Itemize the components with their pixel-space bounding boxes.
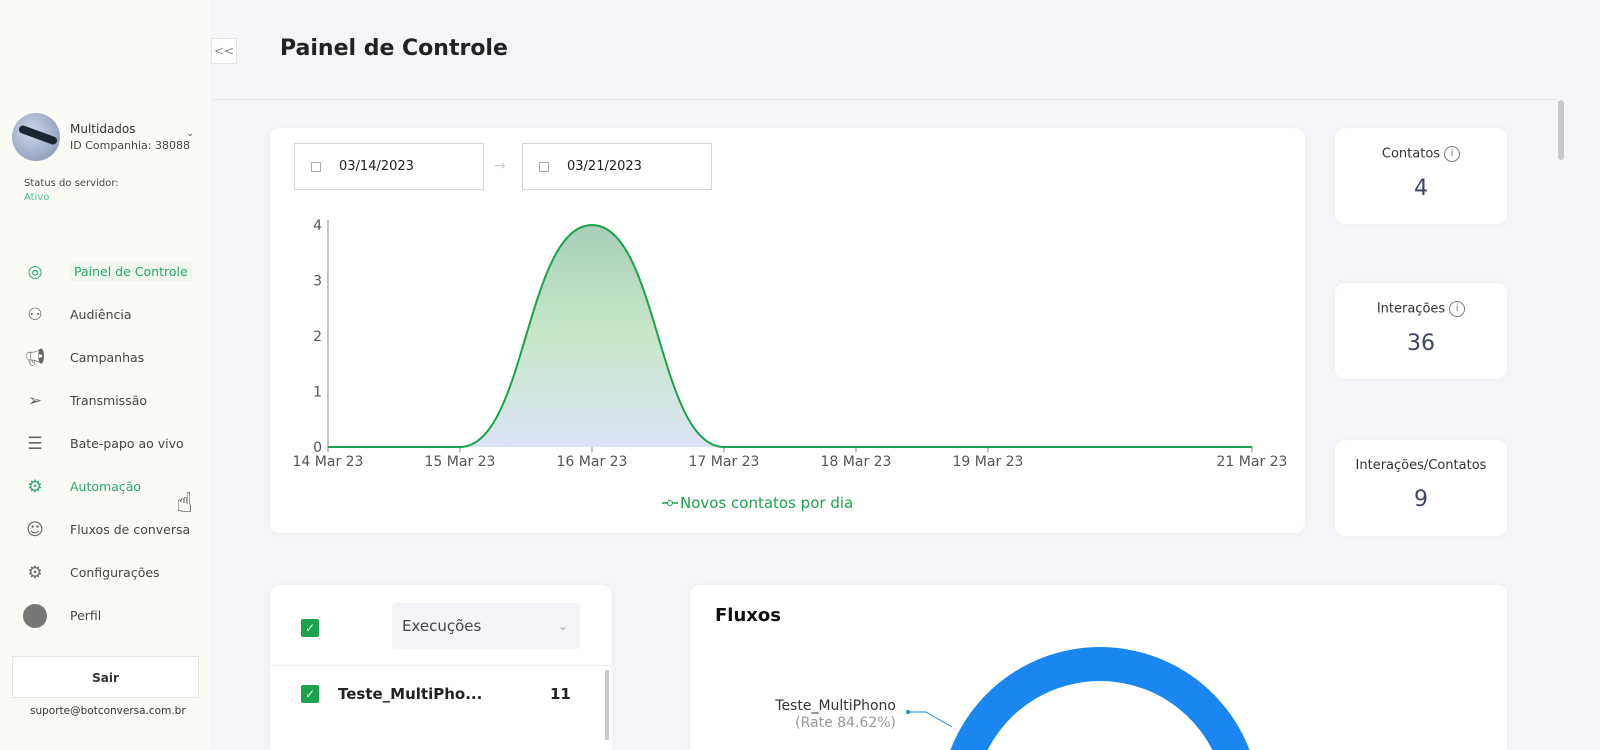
- stat-interacoes-contatos: Interações/Contatos 9: [1335, 440, 1507, 536]
- donut-label: Teste_MultiPhono: [774, 698, 896, 714]
- y-tick-label: 3: [313, 274, 322, 290]
- list-scrollbar[interactable]: [605, 670, 609, 740]
- server-status: Status do servidor: Ativo: [24, 178, 119, 203]
- x-tick-label: 14 Mar 23: [293, 454, 364, 470]
- gear-icon: ⚙: [27, 562, 43, 583]
- stat-contatos: Contatos i 4: [1335, 128, 1507, 224]
- calendar-icon: [539, 161, 549, 172]
- stat-value: 36: [1407, 331, 1435, 356]
- select-all-checkbox[interactable]: ✓: [301, 619, 319, 637]
- sidebar-item-automacao[interactable]: ⚙ Automação: [0, 465, 210, 508]
- row-name: Teste_MultiPho...: [338, 685, 483, 703]
- company-name: Multidados: [70, 122, 136, 136]
- x-tick-label: 18 Mar 23: [821, 454, 892, 470]
- sidebar-item-campanhas[interactable]: 📢︎ Campanhas: [0, 336, 210, 379]
- new-contacts-chart: 0 1 2 3 4 14 Mar 23 15 Mar 23 16 Mar 23 17 Mar 2…: [293, 218, 1288, 512]
- end-date-value: 03/21/2023: [567, 159, 642, 174]
- gauge-icon: ◎: [27, 261, 43, 282]
- chat-icon: ☰: [27, 433, 43, 454]
- sidebar: Multidados ID Companhia: 38088 ⌄ Status …: [0, 0, 210, 750]
- stat-label: Contatos: [1381, 146, 1441, 162]
- stat-interacoes: Interações i 36: [1335, 283, 1507, 379]
- user-avatar-icon: [22, 603, 48, 628]
- legend-label: Novos contatos por dia: [680, 494, 853, 512]
- legend-marker: [662, 500, 678, 506]
- sidebar-item-transmissao[interactable]: ➢ Transmissão: [0, 379, 210, 422]
- sidebar-item-label: Bate-papo ao vivo: [70, 436, 184, 451]
- series-area: [328, 225, 1252, 447]
- hand-cursor: ☝: [176, 486, 194, 519]
- x-tick-label: 15 Mar 23: [425, 454, 496, 470]
- sidebar-item-fluxos[interactable]: ☺ Fluxos de conversa: [0, 508, 210, 551]
- chevron-down-icon: ⌄: [557, 619, 568, 633]
- start-date-input[interactable]: 03/14/2023: [294, 143, 484, 190]
- sidebar-item-audiencia[interactable]: ⚇ Audiência: [0, 293, 210, 336]
- sidebar-item-perfil[interactable]: Perfil: [0, 594, 210, 637]
- arrow-right-icon: →: [494, 158, 506, 174]
- nav-menu: ◎ Painel de Controle ⚇ Audiência 📢︎ Campanh…: [0, 250, 210, 637]
- x-tick-label: 21 Mar 23: [1217, 454, 1288, 470]
- donut-rate: (Rate 84.62%): [795, 715, 896, 731]
- sidebar-item-label: Campanhas: [70, 350, 145, 365]
- status-value: Ativo: [24, 192, 50, 203]
- gears-icon: ⚙: [27, 476, 43, 497]
- stat-label: Interações: [1376, 301, 1446, 317]
- sidebar-item-painel[interactable]: ◎ Painel de Controle: [0, 250, 210, 293]
- x-tick-label: 16 Mar 23: [557, 454, 628, 470]
- fluxos-title: Fluxos: [715, 605, 781, 626]
- start-date-value: 03/14/2023: [339, 159, 414, 174]
- dropdown-value: Execuções: [402, 617, 482, 635]
- row-value: 11: [550, 685, 571, 703]
- fluxos-donut: Teste_MultiPhono (Rate 84.62%): [774, 647, 1250, 750]
- series-line: [328, 223, 1252, 449]
- donut-label-leader: [908, 711, 953, 728]
- collapse-sidebar-button[interactable]: <<: [211, 38, 237, 64]
- bot-icon: ☺: [26, 519, 44, 540]
- sidebar-item-label: Configurações: [70, 565, 160, 580]
- scrollbar[interactable]: [1558, 100, 1564, 160]
- x-tick-label: 19 Mar 23: [953, 454, 1024, 470]
- sidebar-item-label: Transmissão: [70, 393, 148, 408]
- y-tick-label: 1: [313, 385, 322, 401]
- row-checkbox[interactable]: ✓: [301, 685, 319, 703]
- logout-button[interactable]: Sair: [12, 656, 199, 698]
- company-switcher[interactable]: Multidados ID Companhia: 38088: [12, 113, 190, 161]
- sidebar-item-bate-papo[interactable]: ☰ Bate-papo ao vivo: [0, 422, 210, 465]
- sidebar-item-label: Fluxos de conversa: [70, 522, 191, 537]
- chevron-down-icon[interactable]: ⌄: [186, 128, 195, 139]
- leader-dot: [906, 710, 910, 714]
- divider: [212, 99, 1557, 100]
- end-date-input[interactable]: 03/21/2023: [522, 143, 712, 190]
- y-tick-label: 2: [313, 329, 322, 345]
- x-tick-label: 17 Mar 23: [689, 454, 760, 470]
- chart-card: [270, 128, 1305, 533]
- y-tick-label: 0: [313, 440, 322, 456]
- calendar-icon: [311, 161, 321, 172]
- sidebar-item-configuracoes[interactable]: ⚙ Configurações: [0, 551, 210, 594]
- info-icon[interactable]: i: [1444, 146, 1461, 162]
- executions-card: ✓ Execuções ⌄ ✓ Teste_MultiPho... 11: [270, 585, 612, 750]
- donut-slice[interactable]: [950, 647, 1250, 750]
- company-logo: [12, 113, 60, 161]
- fluxos-card: Fluxos Teste_MultiPhono (Rate 84.62%): [690, 585, 1507, 750]
- company-id: ID Companhia: 38088: [70, 139, 190, 152]
- sidebar-item-label: Perfil: [70, 608, 102, 623]
- users-icon: ⚇: [27, 304, 43, 325]
- status-label: Status do servidor:: [24, 178, 119, 189]
- stat-value: 9: [1414, 487, 1428, 512]
- send-icon: ➢: [27, 390, 43, 411]
- info-icon[interactable]: i: [1449, 301, 1466, 317]
- sidebar-item-label: Painel de Controle: [70, 262, 192, 281]
- sidebar-item-label: Automação: [70, 479, 142, 494]
- sidebar-item-label: Audiência: [70, 307, 132, 322]
- page-title: Painel de Controle: [280, 36, 508, 61]
- stat-label: Interações/Contatos: [1355, 458, 1487, 473]
- stat-value: 4: [1414, 176, 1428, 201]
- user-email: suporte@botconversa.com.br: [30, 705, 186, 717]
- executions-dropdown[interactable]: Execuções ⌄: [392, 603, 580, 649]
- divider: [270, 665, 612, 666]
- megaphone-icon: 📢︎: [24, 347, 46, 368]
- y-tick-label: 4: [313, 218, 322, 234]
